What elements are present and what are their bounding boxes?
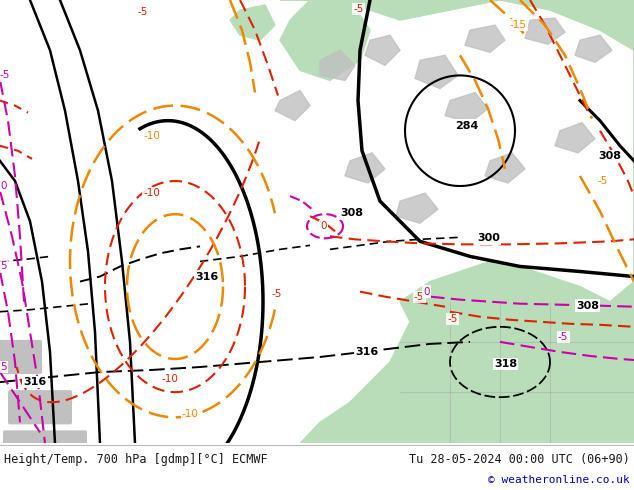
Text: 284: 284 xyxy=(455,121,479,131)
Polygon shape xyxy=(320,50,355,80)
Polygon shape xyxy=(300,262,634,443)
Polygon shape xyxy=(280,0,370,80)
Polygon shape xyxy=(415,55,458,89)
Text: 5: 5 xyxy=(0,362,6,372)
Text: -10: -10 xyxy=(162,374,179,384)
FancyBboxPatch shape xyxy=(3,430,87,445)
Text: 308: 308 xyxy=(598,151,621,161)
Polygon shape xyxy=(230,5,275,40)
Polygon shape xyxy=(345,153,385,183)
Polygon shape xyxy=(485,153,525,183)
Polygon shape xyxy=(280,0,634,443)
Text: © weatheronline.co.uk: © weatheronline.co.uk xyxy=(488,475,630,485)
Text: -5: -5 xyxy=(353,4,363,14)
Polygon shape xyxy=(445,93,488,122)
Text: -5: -5 xyxy=(447,314,457,324)
Text: 318: 318 xyxy=(494,359,517,369)
Text: -15: -15 xyxy=(510,20,527,30)
Polygon shape xyxy=(275,91,310,121)
Text: 5: 5 xyxy=(0,262,6,271)
Text: -10: -10 xyxy=(143,131,160,141)
FancyBboxPatch shape xyxy=(0,340,42,374)
Text: -10: -10 xyxy=(143,188,160,198)
Text: -5: -5 xyxy=(598,176,609,186)
Text: 0: 0 xyxy=(320,221,327,231)
Text: 0: 0 xyxy=(423,287,429,296)
Text: 316: 316 xyxy=(355,347,378,357)
Text: 0: 0 xyxy=(0,181,6,191)
Polygon shape xyxy=(396,193,438,223)
Text: -5: -5 xyxy=(414,292,424,302)
Text: Tu 28-05-2024 00:00 UTC (06+90): Tu 28-05-2024 00:00 UTC (06+90) xyxy=(409,453,630,466)
FancyBboxPatch shape xyxy=(8,390,72,424)
Text: 308: 308 xyxy=(340,208,363,218)
Polygon shape xyxy=(525,18,565,44)
Text: -5: -5 xyxy=(138,7,148,17)
Text: 308: 308 xyxy=(576,301,599,311)
Text: -5: -5 xyxy=(558,332,568,342)
Text: -5: -5 xyxy=(0,71,10,80)
Polygon shape xyxy=(465,25,505,52)
Polygon shape xyxy=(555,122,595,153)
Text: Height/Temp. 700 hPa [gdmp][°C] ECMWF: Height/Temp. 700 hPa [gdmp][°C] ECMWF xyxy=(4,453,268,466)
Text: -5: -5 xyxy=(272,289,282,298)
Text: 300: 300 xyxy=(477,233,500,244)
Text: 316: 316 xyxy=(23,377,46,387)
Polygon shape xyxy=(575,35,612,62)
Polygon shape xyxy=(365,35,400,65)
Text: 316: 316 xyxy=(195,271,218,282)
Text: -10: -10 xyxy=(182,409,199,419)
